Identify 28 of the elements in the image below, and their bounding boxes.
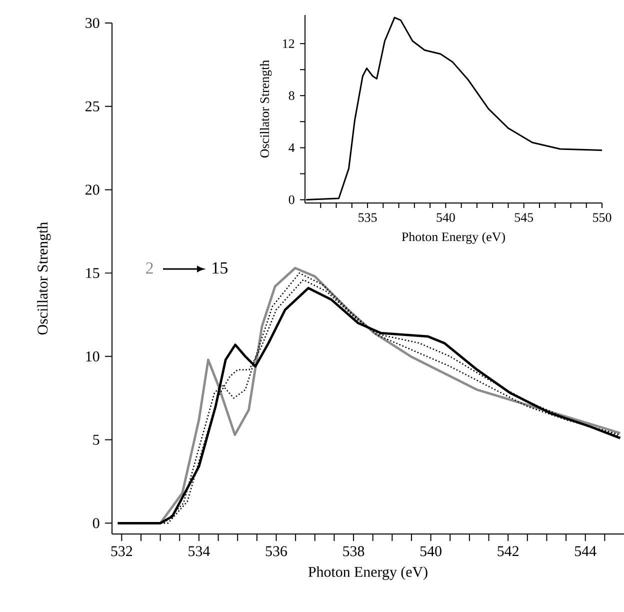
y-tick-label: 30: [86, 18, 100, 28]
x-tick-label: 540: [420, 546, 442, 556]
x-tick-label: 532: [111, 546, 132, 556]
y-tick-label: 0: [92, 518, 100, 528]
y-tick-label: 25: [86, 101, 100, 112]
x-tick-label: 534: [188, 546, 210, 556]
y-axis-title: Oscillator Strength: [260, 60, 272, 158]
x-tick-label: 535: [358, 213, 377, 222]
y-tick-label: 0: [288, 195, 294, 204]
x-tick-label: 545: [514, 213, 534, 222]
x-tick-label: 550: [593, 213, 612, 222]
y-tick-label: 15: [86, 268, 100, 278]
x-tick-label: 538: [343, 546, 364, 556]
x-tick-label: 544: [575, 546, 596, 556]
x-tick-label: 542: [498, 546, 518, 556]
y-tick-label: 8: [288, 91, 294, 100]
annotation: 15: [212, 262, 228, 274]
y-tick-label: 12: [283, 39, 294, 48]
y-tick-label: 20: [86, 184, 100, 195]
y-axis-title: Oscillator Strength: [37, 222, 51, 335]
annotation: 2: [146, 262, 153, 274]
y-tick-label: 10: [86, 351, 100, 362]
y-tick-label: 4: [288, 143, 295, 152]
x-tick-label: 540: [436, 213, 455, 222]
y-tick-label: 5: [93, 434, 100, 445]
x-axis-title: Photon Energy (eV): [402, 232, 505, 244]
x-axis-title: Photon Energy (eV): [308, 566, 428, 580]
x-tick-label: 536: [266, 546, 288, 556]
